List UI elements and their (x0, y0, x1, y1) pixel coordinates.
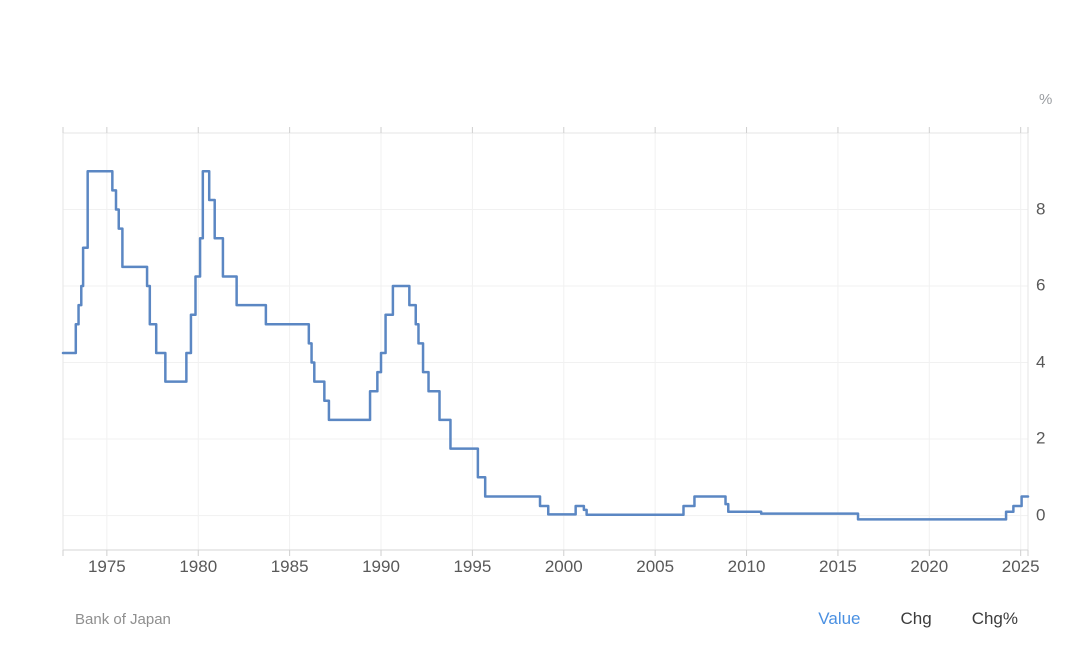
series-mode-toggle-group: Value Chg Chg% (818, 609, 1018, 629)
x-tick-label: 2000 (544, 557, 583, 576)
y-tick-label: 6 (1036, 275, 1046, 295)
x-tick-label: 2025 (1001, 557, 1040, 576)
x-tick-label: 2015 (818, 557, 857, 576)
interest-rate-series-line[interactable] (61, 170, 1030, 521)
x-tick-label: 1990 (362, 557, 400, 576)
y-tick-label: 2 (1036, 428, 1046, 448)
plot-border (62, 132, 1029, 551)
toggle-chg[interactable]: Chg (900, 609, 932, 628)
y-tick-label: 0 (1036, 505, 1046, 525)
x-tick-label: 1975 (87, 557, 126, 576)
y-tick-label: 8 (1036, 199, 1046, 219)
y-axis-unit-label: % (1039, 91, 1053, 108)
x-tick-label: 1980 (179, 557, 218, 576)
y-tick-label: 4 (1036, 352, 1046, 372)
x-tick-label: 2010 (727, 557, 766, 576)
x-tick-label: 1985 (270, 557, 309, 576)
toggle-chg-pct[interactable]: Chg% (971, 609, 1018, 628)
x-tick-label: 2020 (910, 557, 949, 576)
x-tick-label: 2005 (636, 557, 675, 576)
x-tick-label: 1995 (453, 557, 492, 576)
toggle-value[interactable]: Value (818, 609, 861, 628)
source-attribution: Bank of Japan (75, 611, 171, 628)
